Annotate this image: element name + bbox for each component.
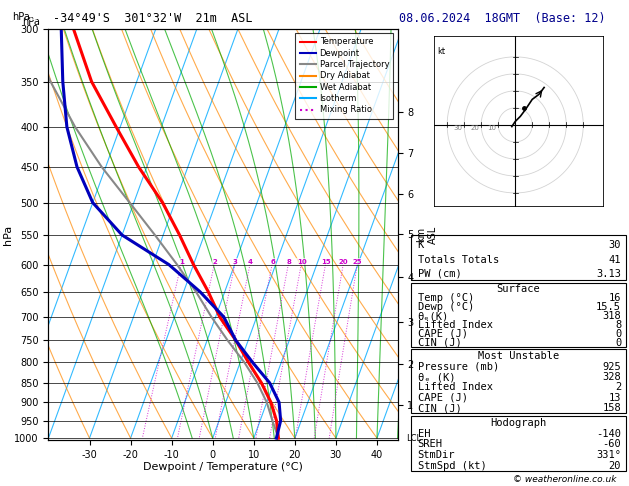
Text: -140: -140: [596, 429, 621, 439]
Legend: Temperature, Dewpoint, Parcel Trajectory, Dry Adiabat, Wet Adiabat, Isotherm, Mi: Temperature, Dewpoint, Parcel Trajectory…: [296, 34, 393, 119]
Y-axis label: km
ASL: km ASL: [416, 226, 438, 243]
Text: 10: 10: [487, 125, 496, 131]
Text: CAPE (J): CAPE (J): [418, 329, 467, 339]
Text: Most Unstable: Most Unstable: [477, 351, 559, 361]
Text: 0: 0: [615, 329, 621, 339]
Text: 08.06.2024  18GMT  (Base: 12): 08.06.2024 18GMT (Base: 12): [399, 12, 606, 25]
Text: LCL: LCL: [406, 434, 421, 443]
Text: StmSpd (kt): StmSpd (kt): [418, 461, 486, 471]
Text: θₑ (K): θₑ (K): [418, 372, 455, 382]
Text: © weatheronline.co.uk: © weatheronline.co.uk: [513, 474, 616, 484]
Text: 925: 925: [603, 362, 621, 372]
Text: 13: 13: [609, 393, 621, 403]
Text: 20: 20: [470, 125, 479, 131]
Text: 41: 41: [609, 255, 621, 264]
Text: 30: 30: [609, 240, 621, 250]
Text: 2: 2: [213, 259, 217, 265]
Text: Pressure (mb): Pressure (mb): [418, 362, 499, 372]
Text: Surface: Surface: [496, 284, 540, 294]
Text: 30: 30: [454, 125, 462, 131]
Text: CIN (J): CIN (J): [418, 403, 461, 413]
Text: SREH: SREH: [418, 439, 443, 450]
Text: Hodograph: Hodograph: [490, 417, 547, 428]
Text: Lifted Index: Lifted Index: [418, 320, 493, 330]
Text: 0: 0: [615, 338, 621, 348]
Text: 16: 16: [609, 293, 621, 303]
Text: 25: 25: [353, 259, 362, 265]
Text: 1: 1: [179, 259, 184, 265]
Text: 3.13: 3.13: [596, 269, 621, 279]
Text: 318: 318: [603, 311, 621, 321]
Text: 10: 10: [297, 259, 306, 265]
Text: Lifted Index: Lifted Index: [418, 382, 493, 392]
Bar: [411, 416, 626, 471]
Text: Dewp (°C): Dewp (°C): [418, 302, 474, 312]
Text: CAPE (J): CAPE (J): [418, 393, 467, 403]
Text: 328: 328: [603, 372, 621, 382]
Text: CIN (J): CIN (J): [418, 338, 461, 348]
Text: hPa: hPa: [22, 17, 40, 27]
Text: -60: -60: [603, 439, 621, 450]
Text: PW (cm): PW (cm): [418, 269, 461, 279]
Text: 20: 20: [609, 461, 621, 471]
Text: 2: 2: [615, 382, 621, 392]
Bar: [411, 235, 626, 280]
Text: 20: 20: [339, 259, 348, 265]
Y-axis label: hPa: hPa: [3, 225, 13, 244]
Text: 15: 15: [321, 259, 331, 265]
Text: kt: kt: [437, 47, 445, 56]
Text: K: K: [418, 240, 424, 250]
Text: 15.5: 15.5: [596, 302, 621, 312]
Bar: [411, 349, 626, 413]
Text: 3: 3: [233, 259, 238, 265]
Bar: [411, 283, 626, 347]
Text: -34°49'S  301°32'W  21m  ASL: -34°49'S 301°32'W 21m ASL: [53, 12, 253, 25]
Text: 331°: 331°: [596, 450, 621, 460]
Text: Totals Totals: Totals Totals: [418, 255, 499, 264]
Text: θₑ(K): θₑ(K): [418, 311, 449, 321]
Text: 6: 6: [270, 259, 275, 265]
Text: Temp (°C): Temp (°C): [418, 293, 474, 303]
Text: 8: 8: [615, 320, 621, 330]
Text: StmDir: StmDir: [418, 450, 455, 460]
Text: 158: 158: [603, 403, 621, 413]
Text: 4: 4: [248, 259, 253, 265]
Text: km
ASL: km ASL: [22, 2, 38, 22]
Text: 8: 8: [286, 259, 291, 265]
Text: EH: EH: [418, 429, 430, 439]
X-axis label: Dewpoint / Temperature (°C): Dewpoint / Temperature (°C): [143, 462, 303, 472]
Text: hPa: hPa: [13, 12, 30, 22]
